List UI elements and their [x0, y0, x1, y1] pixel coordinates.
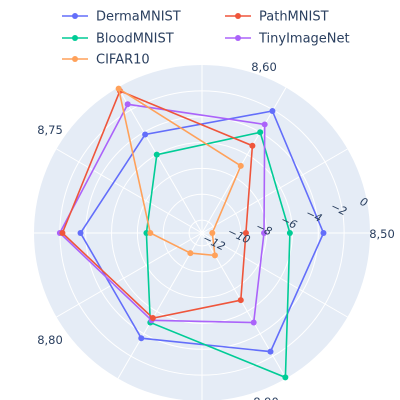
angular-grid-line [201, 232, 348, 318]
angular-grid-line [117, 87, 203, 234]
radial-tick-label: −4 [304, 206, 324, 225]
legend-item-bloodmnist: BloodMNIST [62, 32, 174, 47]
data-point [237, 162, 244, 169]
legend-swatch-marker [235, 35, 241, 41]
data-point [261, 121, 268, 128]
data-point [59, 230, 66, 236]
data-point [237, 297, 244, 304]
data-point [250, 319, 257, 326]
legend-label: TinyImageNet [258, 32, 350, 47]
radial-tick-label: −6 [279, 213, 299, 232]
series-layer [56, 85, 327, 381]
angular-tick-label: 8,60 [251, 60, 277, 74]
angular-tick-label: 8,80 [37, 333, 63, 347]
angular-grid-line [56, 148, 203, 234]
legend-swatch-marker [72, 56, 78, 62]
data-point [267, 348, 274, 355]
legend-swatch-marker [72, 13, 78, 19]
data-point [149, 315, 156, 322]
radial-tick-label: 0 [358, 195, 370, 210]
legend-item-dermamnist: DermaMNIST [62, 10, 181, 25]
data-point [257, 129, 264, 136]
legend-label: PathMNIST [259, 10, 329, 25]
legend-item-tinyimagenet: TinyImageNet [225, 32, 350, 47]
series-dermamnist [77, 108, 327, 355]
radial-tick-label: −8 [254, 220, 274, 239]
legend-item-cifar10: CIFAR10 [62, 53, 150, 68]
data-point [153, 151, 160, 158]
legend-label: CIFAR10 [96, 53, 150, 68]
data-point [269, 108, 276, 115]
data-point [286, 230, 293, 236]
angular-grid [34, 65, 370, 400]
series-bloodmnist [143, 129, 293, 381]
data-point [138, 335, 145, 342]
data-point [209, 230, 216, 236]
data-point [142, 131, 149, 138]
radial-tick-label: −2 [329, 200, 349, 219]
data-point [211, 252, 218, 259]
angular-grid-line [117, 232, 203, 379]
data-point [115, 85, 122, 92]
data-point [249, 142, 256, 149]
legend: DermaMNIST PathMNIST BloodMNIST TinyImageNe… [62, 10, 350, 68]
angular-tick-label: 8,50 [369, 227, 395, 241]
angular-grid-line [201, 148, 348, 234]
polar-plot-area: −12−10−8−6−4−20 8,508,608,758,808,90 [34, 60, 395, 400]
data-point [282, 374, 289, 381]
legend-label: DermaMNIST [96, 10, 181, 25]
data-point [320, 230, 327, 236]
legend-swatch-marker [72, 35, 78, 41]
data-point [187, 250, 194, 257]
angular-tick-label: 8,90 [253, 395, 279, 400]
angular-tick-label: 8,75 [37, 123, 63, 137]
data-point [261, 230, 268, 236]
data-point [147, 230, 154, 236]
series-cifar10 [115, 85, 244, 259]
data-point [124, 101, 131, 108]
legend-item-pathmnist: PathMNIST [225, 10, 329, 25]
data-point [77, 230, 84, 236]
legend-label: BloodMNIST [96, 32, 174, 47]
angular-axis-ticks: 8,50 8,60 8,75 8,80 8,90 [37, 60, 395, 400]
legend-swatch-marker [235, 13, 241, 19]
data-point [242, 230, 249, 236]
